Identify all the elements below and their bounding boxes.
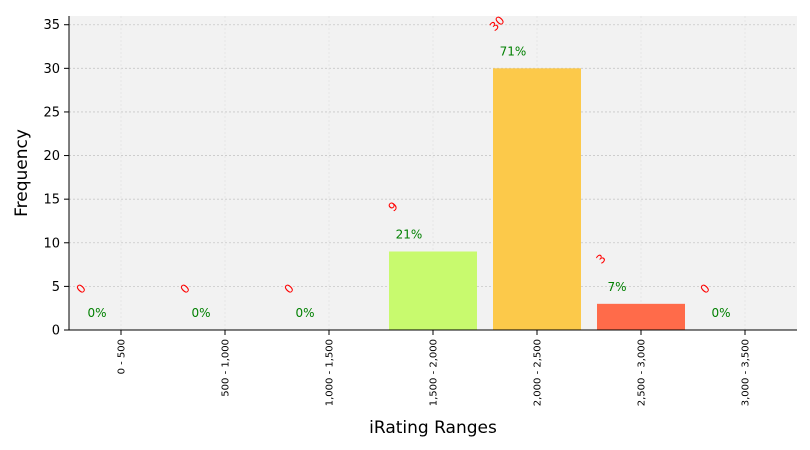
bar	[493, 68, 581, 330]
y-tick-label: 25	[43, 105, 60, 120]
y-tick-label: 5	[52, 280, 60, 295]
y-tick-label: 30	[43, 62, 60, 77]
axes-layer: 0 5 10 15 20 25 30 35 0 - 500 500 - 1,000 1,000 - …	[43, 16, 797, 406]
x-axis-title: iRating Ranges	[369, 418, 497, 438]
percent-label: 0%	[87, 306, 106, 320]
x-tick-label: 1,500 - 2,000	[429, 339, 440, 406]
y-tick-label: 0	[52, 324, 60, 339]
x-tick-label: 2,500 - 3,000	[637, 339, 648, 406]
percent-label: 71%	[500, 44, 527, 58]
bars-layer	[389, 68, 685, 330]
percent-label: 21%	[396, 228, 423, 242]
y-tick-label: 15	[43, 193, 60, 208]
percent-label: 0%	[295, 306, 314, 320]
y-tick-label: 20	[43, 149, 60, 164]
x-tick-label: 2,000 - 2,500	[533, 339, 544, 406]
x-tick-label: 1,000 - 1,500	[325, 339, 336, 406]
y-tick-label: 10	[43, 236, 60, 251]
percent-label: 7%	[607, 280, 626, 294]
percent-label: 0%	[711, 306, 730, 320]
y-axis-title: Frequency	[12, 129, 32, 217]
x-tick-label: 3,000 - 3,500	[741, 339, 752, 406]
bar	[389, 251, 477, 330]
percent-label: 0%	[191, 306, 210, 320]
x-tick-label: 500 - 1,000	[221, 339, 232, 397]
bar	[597, 303, 685, 330]
x-tick-label: 0 - 500	[117, 339, 128, 374]
y-tick-label: 35	[43, 18, 60, 33]
